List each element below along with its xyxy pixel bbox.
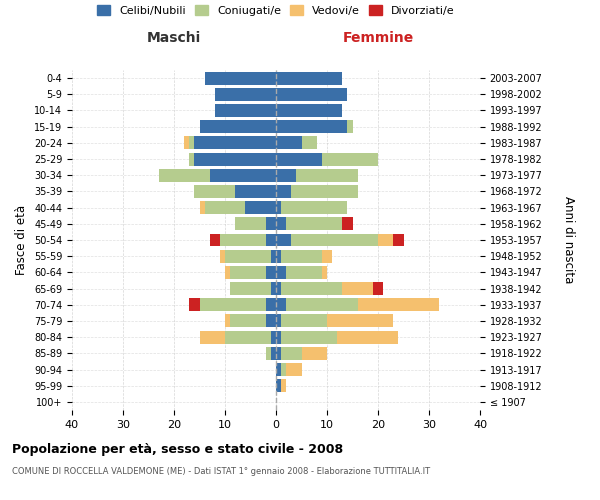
Bar — [322, 266, 327, 279]
Bar — [276, 266, 286, 279]
Bar — [394, 234, 404, 246]
Bar — [276, 104, 342, 117]
Y-axis label: Fasce di età: Fasce di età — [16, 205, 28, 275]
Bar — [225, 250, 271, 262]
Bar — [281, 250, 322, 262]
Bar — [225, 266, 230, 279]
Bar — [276, 136, 302, 149]
Bar — [286, 363, 302, 376]
Bar — [281, 379, 286, 392]
Text: Femmine: Femmine — [343, 31, 413, 45]
Bar — [199, 330, 225, 344]
Bar — [210, 234, 220, 246]
Bar — [373, 282, 383, 295]
Bar — [230, 314, 266, 328]
Text: Popolazione per età, sesso e stato civile - 2008: Popolazione per età, sesso e stato civil… — [12, 442, 343, 456]
Text: Maschi: Maschi — [147, 31, 201, 45]
Bar — [347, 120, 353, 133]
Bar — [199, 298, 266, 311]
Bar — [210, 169, 276, 181]
Bar — [358, 298, 439, 311]
Bar — [327, 314, 394, 328]
Bar — [296, 169, 358, 181]
Bar — [271, 282, 276, 295]
Bar — [281, 282, 342, 295]
Bar — [276, 169, 296, 181]
Bar — [190, 152, 194, 166]
Bar — [266, 234, 276, 246]
Bar — [276, 250, 281, 262]
Bar — [276, 120, 347, 133]
Bar — [276, 88, 347, 101]
Bar — [225, 314, 230, 328]
Bar — [190, 136, 194, 149]
Legend: Celibi/Nubili, Coniugati/e, Vedovi/e, Divorziati/e: Celibi/Nubili, Coniugati/e, Vedovi/e, Di… — [93, 1, 459, 20]
Bar — [276, 379, 281, 392]
Bar — [286, 298, 358, 311]
Bar — [194, 185, 235, 198]
Bar — [276, 234, 292, 246]
Bar — [266, 218, 276, 230]
Bar — [215, 88, 276, 101]
Bar — [276, 298, 286, 311]
Text: COMUNE DI ROCCELLA VALDEMONE (ME) - Dati ISTAT 1° gennaio 2008 - Elaborazione TU: COMUNE DI ROCCELLA VALDEMONE (ME) - Dati… — [12, 468, 430, 476]
Bar — [266, 266, 276, 279]
Bar — [158, 169, 210, 181]
Bar — [281, 314, 327, 328]
Bar — [276, 282, 281, 295]
Bar — [194, 136, 276, 149]
Bar — [322, 250, 332, 262]
Bar — [276, 152, 322, 166]
Bar — [378, 234, 394, 246]
Bar — [235, 218, 266, 230]
Bar — [302, 136, 317, 149]
Bar — [292, 185, 358, 198]
Bar — [266, 347, 271, 360]
Bar — [276, 363, 281, 376]
Bar — [190, 298, 199, 311]
Bar — [276, 347, 281, 360]
Bar — [276, 314, 281, 328]
Bar — [276, 218, 286, 230]
Bar — [337, 330, 398, 344]
Bar — [271, 330, 276, 344]
Bar — [281, 201, 347, 214]
Bar — [292, 234, 378, 246]
Bar — [271, 250, 276, 262]
Bar — [281, 330, 337, 344]
Bar — [281, 363, 286, 376]
Bar — [302, 347, 327, 360]
Y-axis label: Anni di nascita: Anni di nascita — [562, 196, 575, 284]
Bar — [184, 136, 190, 149]
Bar — [220, 234, 266, 246]
Bar — [245, 201, 276, 214]
Bar — [322, 152, 378, 166]
Bar — [199, 120, 276, 133]
Bar — [230, 282, 271, 295]
Bar — [225, 330, 271, 344]
Bar — [199, 201, 205, 214]
Bar — [220, 250, 225, 262]
Bar — [205, 72, 276, 85]
Bar — [276, 201, 281, 214]
Bar — [235, 185, 276, 198]
Bar — [230, 266, 266, 279]
Bar — [271, 347, 276, 360]
Bar — [276, 72, 342, 85]
Bar — [215, 104, 276, 117]
Bar — [205, 201, 245, 214]
Bar — [266, 298, 276, 311]
Bar — [286, 218, 342, 230]
Bar — [276, 185, 292, 198]
Bar — [194, 152, 276, 166]
Bar — [342, 218, 353, 230]
Bar — [266, 314, 276, 328]
Bar — [286, 266, 322, 279]
Bar — [276, 330, 281, 344]
Bar — [342, 282, 373, 295]
Bar — [281, 347, 302, 360]
